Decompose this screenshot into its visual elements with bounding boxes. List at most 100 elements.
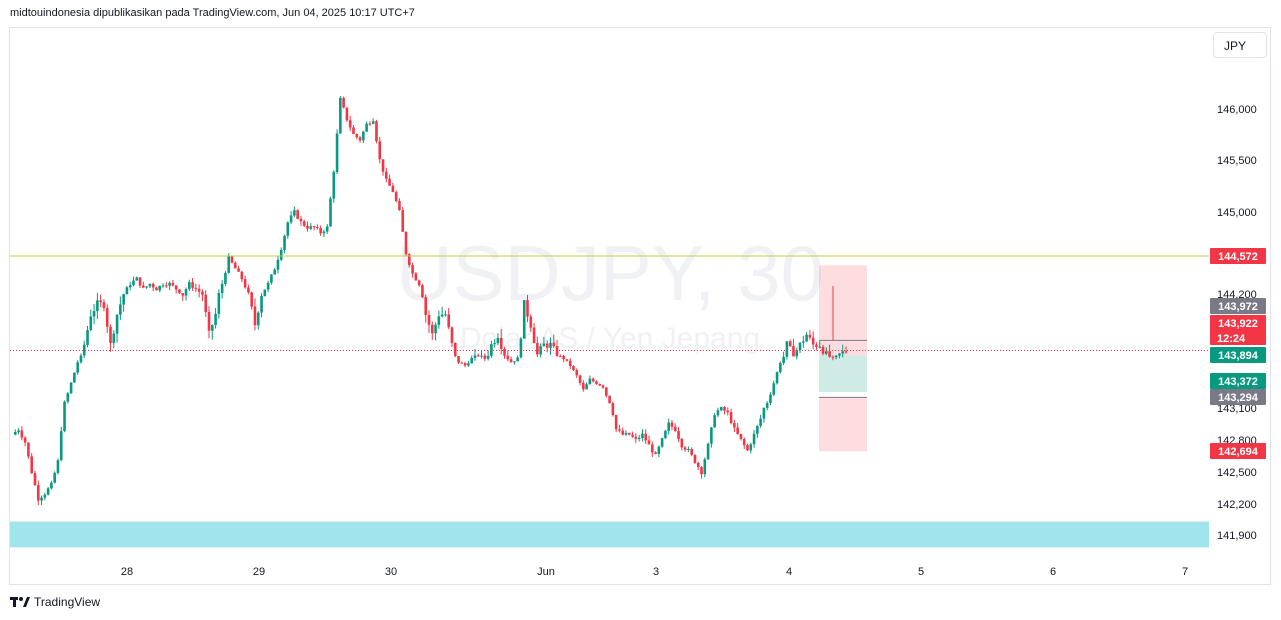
candle-body xyxy=(463,363,467,366)
candle-body xyxy=(542,343,546,347)
x-axis-tick-label: 6 xyxy=(1050,566,1056,578)
candle-body xyxy=(145,286,148,288)
candle-body xyxy=(450,327,454,343)
candle-body xyxy=(358,137,362,141)
candle-body xyxy=(808,334,812,338)
candle-body xyxy=(411,265,414,274)
candle-body xyxy=(490,344,493,356)
candle-body xyxy=(125,287,129,295)
x-axis-tick-label: Jun xyxy=(537,566,555,578)
candle-body xyxy=(838,353,841,356)
candle-body xyxy=(585,384,588,390)
currency-button[interactable]: JPY xyxy=(1213,32,1267,58)
candle-body xyxy=(207,311,211,331)
price-tag-label: 142,694 xyxy=(1218,446,1259,458)
candle-body xyxy=(194,287,198,289)
candle-body xyxy=(128,285,132,288)
x-axis-tick-label: 28 xyxy=(121,566,133,578)
candle-body xyxy=(210,324,214,331)
candle-body xyxy=(92,311,96,317)
candle-body xyxy=(841,351,845,354)
candle-body xyxy=(578,375,582,383)
candle-body xyxy=(756,425,759,434)
candle-body xyxy=(549,342,552,348)
candle-body xyxy=(63,401,66,432)
candle-body xyxy=(657,446,661,454)
candle-body xyxy=(319,228,322,234)
candle-body xyxy=(519,338,523,358)
candle-body xyxy=(273,269,276,275)
candle-body xyxy=(798,342,802,351)
candle-body xyxy=(309,226,313,229)
candle-body xyxy=(473,355,477,358)
candle-body xyxy=(138,277,142,286)
x-axis-tick-label: 7 xyxy=(1182,566,1188,578)
candle-body xyxy=(664,430,667,439)
candle-body xyxy=(214,313,217,325)
candle-body xyxy=(654,452,657,454)
candle-body xyxy=(618,429,621,431)
candle-body xyxy=(637,437,641,439)
candle-body xyxy=(736,427,739,434)
candle-body xyxy=(102,302,106,309)
candle-body xyxy=(693,454,697,463)
candle-body xyxy=(178,289,181,294)
candle-body xyxy=(168,282,171,286)
x-axis-tick-label: 4 xyxy=(786,566,792,578)
candle-body xyxy=(562,355,565,360)
candle-body xyxy=(329,198,332,227)
candle-body xyxy=(161,285,165,287)
candle-body xyxy=(13,432,17,435)
candle-body xyxy=(434,324,437,334)
candle-body xyxy=(73,372,76,383)
candle-body xyxy=(444,314,447,316)
candle-body xyxy=(99,300,102,303)
candle-body xyxy=(381,159,385,172)
position-target-zone[interactable] xyxy=(819,355,867,392)
candle-body xyxy=(670,422,674,427)
candle-body xyxy=(158,285,162,291)
price-tag-label: 143,372 xyxy=(1218,376,1258,388)
candle-body xyxy=(23,437,27,443)
candle-body xyxy=(526,300,529,317)
candle-body xyxy=(844,351,848,353)
price-tag-label: 144,572 xyxy=(1218,251,1258,263)
candle-body xyxy=(437,316,441,325)
candle-body xyxy=(788,341,792,347)
support-zone xyxy=(10,521,1209,548)
candle-body xyxy=(148,283,152,287)
candle-body xyxy=(447,314,451,328)
candle-body xyxy=(572,366,575,371)
candle-body xyxy=(713,415,716,428)
candle-body xyxy=(824,351,828,354)
candle-body xyxy=(703,459,707,475)
candle-body xyxy=(201,291,204,295)
candle-body xyxy=(345,107,349,121)
candle-body xyxy=(82,344,86,356)
candle-body xyxy=(115,314,119,334)
candle-body xyxy=(762,407,766,419)
position-stop-zone-upper[interactable] xyxy=(819,265,867,356)
candle-body xyxy=(726,410,730,413)
candle-body xyxy=(322,231,326,234)
candle-body xyxy=(33,473,37,486)
y-axis-tick-label: 145,500 xyxy=(1217,155,1257,167)
candle-body xyxy=(568,360,572,367)
tradingview-footer[interactable]: TradingView xyxy=(10,595,100,609)
position-stop-zone-lower[interactable] xyxy=(819,397,867,452)
candle-body xyxy=(112,333,116,343)
candle-body xyxy=(299,218,303,222)
candle-body xyxy=(430,324,434,334)
candle-body xyxy=(132,280,135,286)
candle-body xyxy=(598,383,602,386)
candle-body xyxy=(723,407,726,411)
candle-body xyxy=(355,134,359,138)
candle-body xyxy=(775,372,779,384)
candle-body xyxy=(710,427,713,444)
candle-body xyxy=(36,485,40,501)
x-axis-tick-label: 3 xyxy=(653,566,659,578)
price-tag-label: 143,294 xyxy=(1218,392,1259,404)
candle-body xyxy=(765,402,769,408)
candle-body xyxy=(407,254,411,266)
